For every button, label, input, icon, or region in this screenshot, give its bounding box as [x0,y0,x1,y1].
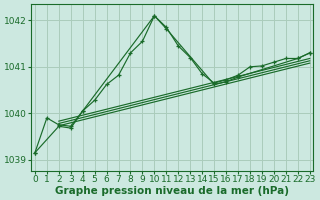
X-axis label: Graphe pression niveau de la mer (hPa): Graphe pression niveau de la mer (hPa) [55,186,289,196]
